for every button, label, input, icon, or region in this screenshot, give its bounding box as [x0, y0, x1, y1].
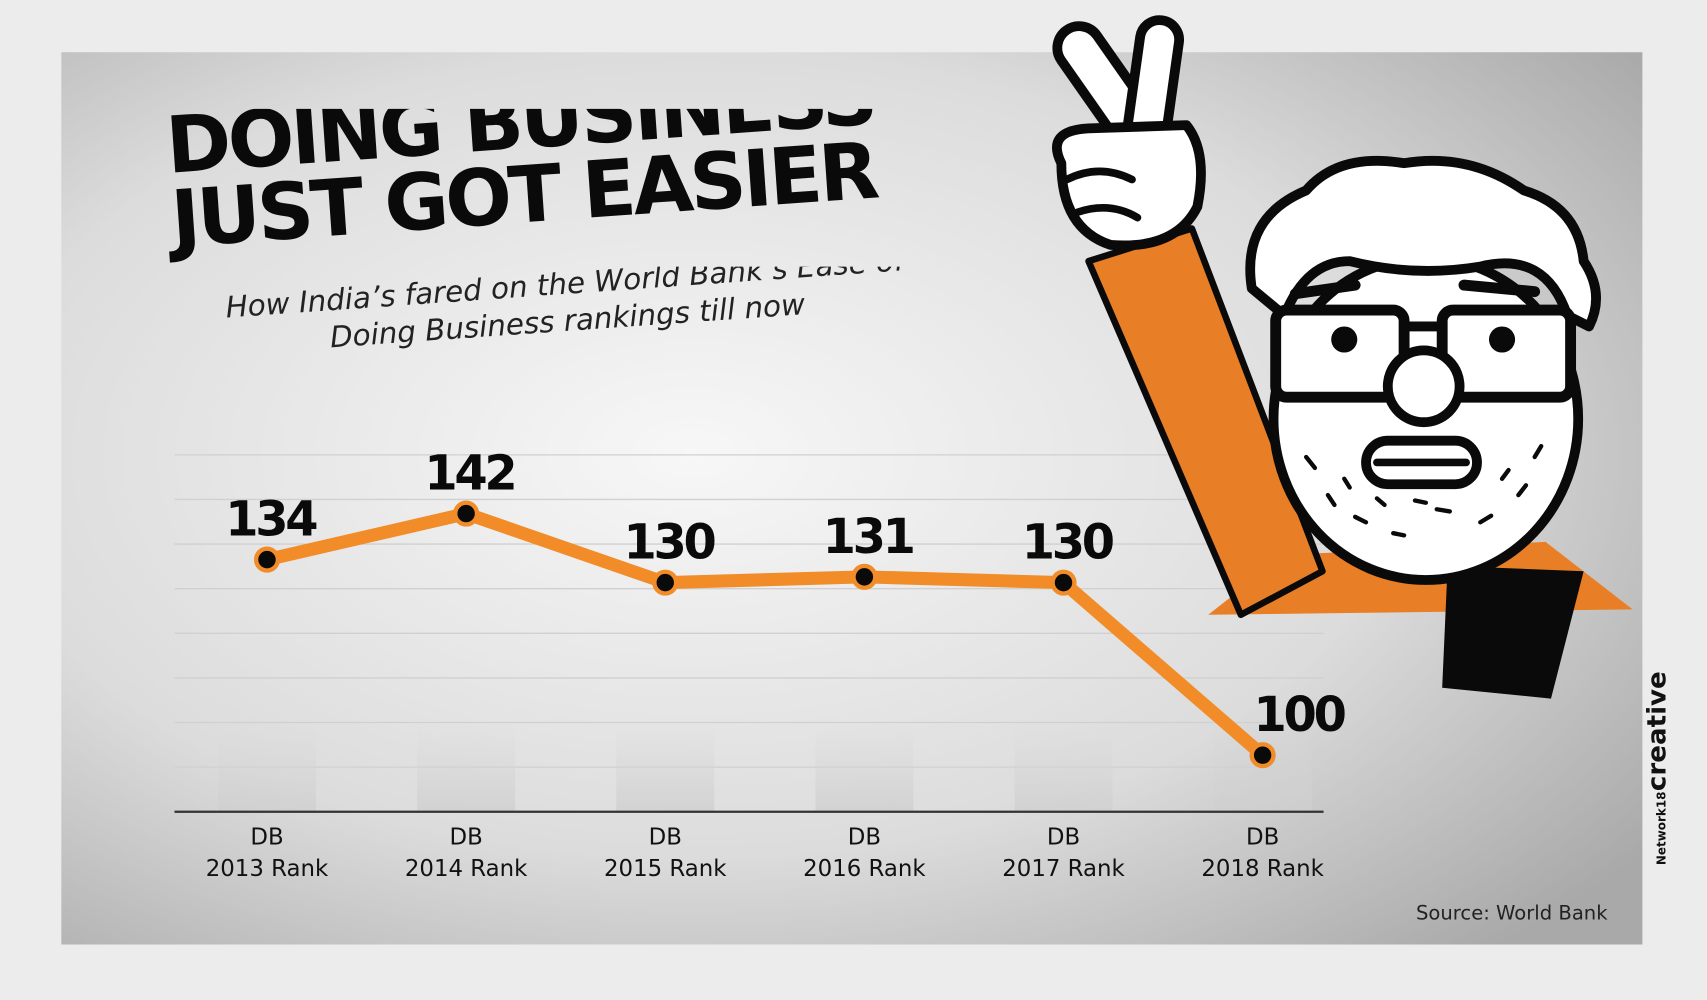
column-shade — [417, 722, 516, 812]
value-label: 130 — [1022, 516, 1114, 571]
column-shade — [218, 722, 316, 812]
column-shading — [218, 722, 1312, 812]
x-label-box: DB 2015 Rank — [603, 823, 727, 882]
x-label-box: DB 2018 Rank — [1201, 823, 1324, 882]
credit-network: Network18 — [1654, 792, 1668, 866]
grid — [174, 454, 1324, 768]
value-label: 131 — [823, 510, 913, 565]
value-label: 100 — [1253, 688, 1345, 743]
value-label: 130 — [623, 516, 715, 571]
x-tick-label: DB 2017 Rank — [1002, 823, 1125, 882]
x-tick-label: DB 2015 Rank — [603, 823, 727, 882]
x-label-box: DB 2014 Rank — [404, 823, 528, 882]
x-tick-label: DB 2014 Rank — [404, 823, 528, 882]
point — [1050, 569, 1077, 596]
point — [1249, 742, 1276, 769]
subtitle-box: How India’s fared on the World Bank’s Ea… — [224, 266, 905, 355]
point — [253, 546, 281, 573]
x-tick-label: DB 2016 Rank — [803, 823, 926, 882]
point — [652, 569, 679, 596]
value-label: 134 — [225, 493, 317, 548]
illustration — [1052, 15, 1633, 699]
x-label-box: DB 2016 Rank — [803, 823, 926, 882]
point — [851, 563, 878, 590]
column-shade — [815, 722, 914, 812]
credit-label: creative — [1642, 671, 1672, 791]
chart-subtitle: How India’s fared on the World Bank’s Ea… — [224, 266, 905, 355]
source: Source: World Bank — [1416, 902, 1608, 925]
point — [453, 500, 480, 527]
chart-title: DOING BUSINESS JUST GOT EASIER — [163, 108, 880, 266]
x-tick-label: DB 2013 Rank — [205, 823, 329, 882]
value-label: 142 — [424, 447, 514, 502]
line — [260, 507, 1270, 762]
x-tick-label: DB 2018 Rank — [1201, 823, 1324, 882]
x-label-box: DB 2017 Rank — [1002, 823, 1125, 882]
credit: Network18 creative — [1642, 671, 1672, 865]
column-shade — [616, 722, 715, 812]
column-shade — [1014, 722, 1113, 812]
x-label-box: DB 2013 Rank — [205, 823, 329, 882]
